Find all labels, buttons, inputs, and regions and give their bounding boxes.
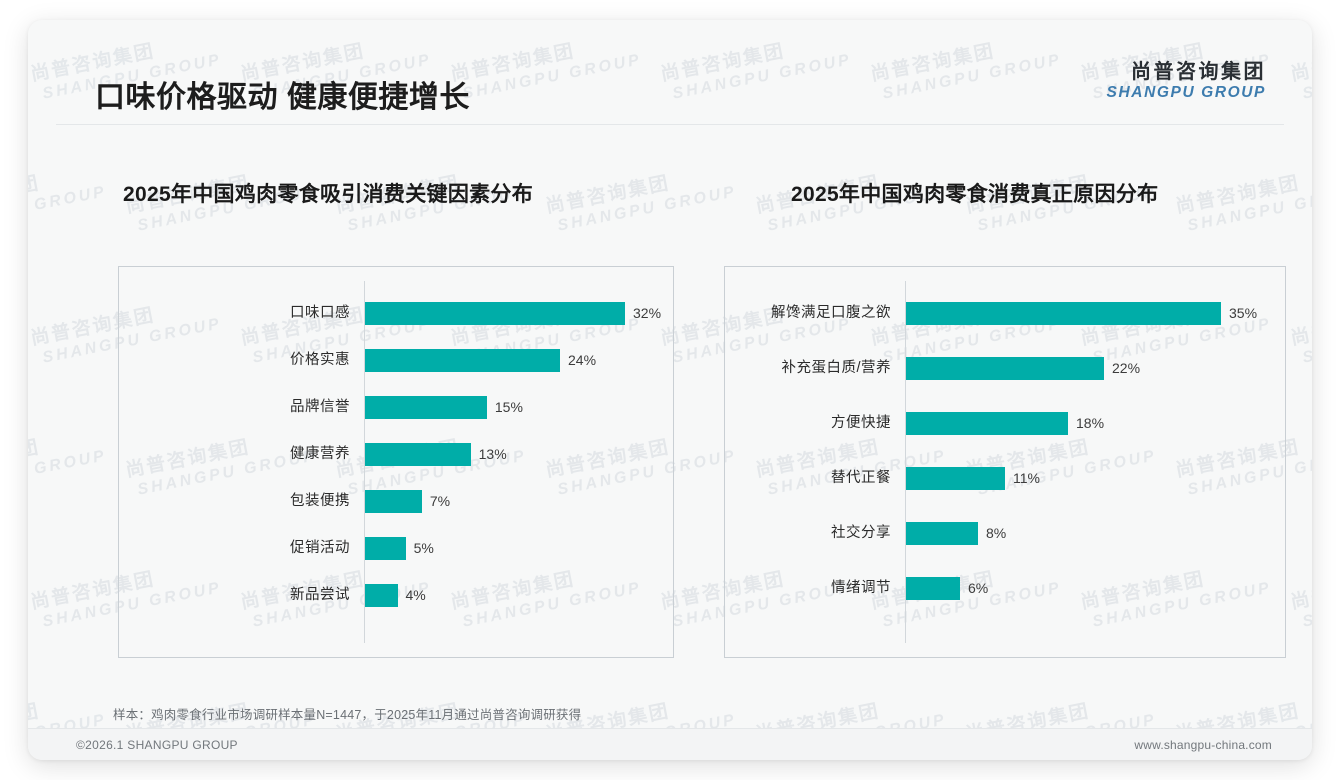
bar-value-label: 15% bbox=[494, 399, 523, 415]
bar-row: 新品尝试 4% bbox=[119, 583, 673, 607]
brand-name-en: SHANGPU GROUP bbox=[1106, 84, 1266, 101]
bar bbox=[906, 301, 1221, 325]
bar bbox=[365, 301, 625, 325]
bar bbox=[906, 576, 960, 600]
bar-value-label: 13% bbox=[478, 446, 507, 462]
slide-header: 口味价格驱动 健康便捷增长 尚普咨询集团 SHANGPU GROUP bbox=[28, 20, 1312, 124]
bar-value-label: 7% bbox=[429, 493, 451, 509]
bar bbox=[906, 356, 1104, 380]
brand-name-cn: 尚普咨询集团 bbox=[1131, 61, 1266, 83]
bar-category-label: 促销活动 bbox=[290, 540, 350, 556]
bar bbox=[906, 466, 1005, 490]
bar-value-label: 6% bbox=[968, 580, 989, 596]
bar bbox=[365, 489, 422, 513]
bar-row: 解馋满足口腹之欲 35% bbox=[725, 301, 1285, 325]
bar-value-label: 18% bbox=[1076, 415, 1105, 431]
bar-row: 社交分享 8% bbox=[725, 521, 1285, 545]
bar-value-label: 4% bbox=[405, 587, 426, 603]
bar-category-label: 口味口感 bbox=[290, 305, 350, 321]
bar-row: 补充蛋白质/营养 22% bbox=[725, 356, 1285, 380]
slide: 尚普咨询集团 SHANGPU GROUP 尚普咨询集团 SHANGPU GROUP 尚普… bbox=[28, 20, 1312, 760]
footer-website: www.shangpu-china.com bbox=[1134, 738, 1272, 752]
bar-category-label: 方便快捷 bbox=[831, 415, 891, 431]
chart-card-right: 解馋满足口腹之欲 35% 补充蛋白质/营养 22% 方便快捷 18% 替代正餐 11% 社交分享… bbox=[724, 266, 1286, 658]
chart-card-left: 口味口感 32% 价格实惠 24% 品牌信誉 15% 健康营养 13% 包装便携 7% 促销活动 5%… bbox=[118, 266, 674, 658]
bar-chart-right: 解馋满足口腹之欲 35% 补充蛋白质/营养 22% 方便快捷 18% 替代正餐 11% 社交分享… bbox=[725, 267, 1285, 657]
bar-category-label: 新品尝试 bbox=[290, 587, 350, 603]
bar bbox=[365, 395, 487, 419]
bar-category-label: 替代正餐 bbox=[831, 470, 891, 486]
bar-chart-left: 口味口感 32% 价格实惠 24% 品牌信誉 15% 健康营养 13% 包装便携 7% 促销活动 5%… bbox=[119, 267, 673, 657]
chart-axis-line bbox=[364, 281, 365, 643]
bar-category-label: 健康营养 bbox=[290, 446, 350, 462]
bar-value-label: 11% bbox=[1013, 470, 1040, 486]
chart-title-right: 2025年中国鸡肉零食消费真正原因分布 bbox=[791, 183, 1159, 206]
bar-value-label: 8% bbox=[986, 525, 1007, 541]
bar-category-label: 价格实惠 bbox=[290, 352, 350, 368]
bar-category-label: 补充蛋白质/营养 bbox=[781, 360, 891, 376]
bar bbox=[906, 411, 1068, 435]
bar bbox=[365, 442, 471, 466]
bar bbox=[906, 521, 978, 545]
bar-row: 包装便携 7% bbox=[119, 489, 673, 513]
footer-copyright: ©2026.1 SHANGPU GROUP bbox=[76, 738, 238, 752]
header-divider bbox=[56, 124, 1284, 125]
bar-category-label: 品牌信誉 bbox=[290, 399, 350, 415]
charts-area: 2025年中国鸡肉零食吸引消费关键因素分布 口味口感 32% 价格实惠 24% 品牌信誉… bbox=[28, 124, 1312, 684]
bar-row: 品牌信誉 15% bbox=[119, 395, 673, 419]
bar-value-label: 22% bbox=[1112, 360, 1141, 376]
bar bbox=[365, 348, 560, 372]
bar-row: 替代正餐 11% bbox=[725, 466, 1285, 490]
bar-row: 促销活动 5% bbox=[119, 536, 673, 560]
bar-value-label: 32% bbox=[633, 305, 662, 321]
bar-row: 口味口感 32% bbox=[119, 301, 673, 325]
bar-category-label: 情绪调节 bbox=[831, 580, 891, 596]
bar-category-label: 社交分享 bbox=[831, 525, 891, 541]
brand-logo: 尚普咨询集团 SHANGPU GROUP bbox=[1107, 62, 1266, 101]
bar bbox=[365, 583, 398, 607]
chart-title-left: 2025年中国鸡肉零食吸引消费关键因素分布 bbox=[123, 183, 534, 206]
chart-axis-line bbox=[905, 281, 906, 643]
bar-value-label: 24% bbox=[568, 352, 597, 368]
bar-row: 方便快捷 18% bbox=[725, 411, 1285, 435]
bar bbox=[365, 536, 406, 560]
page-title: 口味价格驱动 健康便捷增长 bbox=[95, 81, 470, 114]
bar-category-label: 包装便携 bbox=[290, 493, 350, 509]
bar-row: 健康营养 13% bbox=[119, 442, 673, 466]
slide-footer: ©2026.1 SHANGPU GROUP www.shangpu-china.… bbox=[28, 729, 1312, 760]
bar-category-label: 解馋满足口腹之欲 bbox=[771, 305, 891, 321]
bar-row: 情绪调节 6% bbox=[725, 576, 1285, 600]
footer-divider bbox=[28, 728, 1312, 729]
bar-value-label: 35% bbox=[1229, 305, 1258, 321]
bar-row: 价格实惠 24% bbox=[119, 348, 673, 372]
bar-value-label: 5% bbox=[413, 540, 434, 556]
sample-note: 样本：鸡肉零食行业市场调研样本量N=1447，于2025年11月通过尚普咨询调研… bbox=[113, 708, 582, 722]
